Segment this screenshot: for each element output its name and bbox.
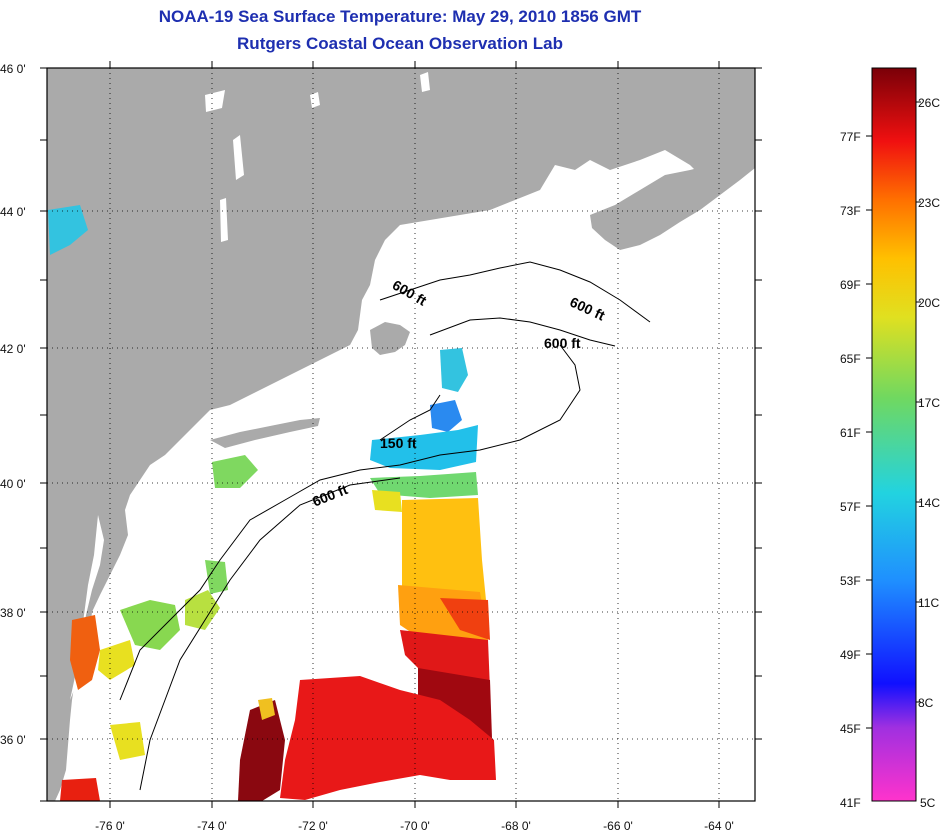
colorbar-c-label: 23C	[918, 196, 940, 210]
colorbar-gradient	[871, 67, 917, 802]
colorbar-c-label: 5C	[920, 796, 936, 810]
land-nova-scotia	[590, 140, 755, 250]
map-area	[47, 68, 755, 801]
latitude-axis	[40, 67, 762, 802]
lat-tick-label: 46 0'	[0, 62, 26, 76]
land-long-island	[210, 418, 320, 448]
colorbar-f-label: 49F	[840, 648, 861, 662]
colorbar-c-label: 8C	[918, 696, 934, 710]
colorbar-c-label: 14C	[918, 496, 940, 510]
map-subtitle: Rutgers Coastal Ocean Observation Lab	[237, 34, 563, 53]
colorbar	[866, 67, 921, 802]
chesapeake-bay	[70, 515, 104, 700]
colorbar-f-label: 57F	[840, 500, 861, 514]
lon-tick-label: -64 0'	[704, 819, 734, 833]
graticule	[47, 68, 755, 801]
colorbar-f-label: 69F	[840, 278, 861, 292]
lat-tick-label: 36 0'	[0, 733, 26, 747]
colorbar-c-label: 17C	[918, 396, 940, 410]
lat-tick-label: 40 0'	[0, 477, 26, 491]
colorbar-c-label: 11C	[918, 596, 939, 610]
lon-tick-label: -68 0'	[501, 819, 531, 833]
colorbar-f-label: 73F	[840, 204, 861, 218]
colorbar-f-label: 41F	[840, 796, 861, 810]
land-mainland	[47, 68, 755, 801]
lon-tick-label: -66 0'	[603, 819, 633, 833]
map-frame	[46, 67, 756, 802]
colorbar-f-label: 65F	[840, 352, 861, 366]
lat-tick-label: 44 0'	[0, 205, 26, 219]
contour-label: 600 ft	[544, 335, 581, 351]
bathymetry-contours	[119, 261, 651, 791]
lon-tick-label: -76 0'	[95, 819, 125, 833]
lon-tick-label: -74 0'	[197, 819, 227, 833]
sst-data	[48, 205, 496, 801]
lon-tick-label: -70 0'	[400, 819, 430, 833]
lon-tick-label: -72 0'	[298, 819, 328, 833]
lat-tick-label: 38 0'	[0, 606, 26, 620]
colorbar-c-label: 20C	[918, 296, 940, 310]
colorbar-f-label: 45F	[840, 722, 861, 736]
colorbar-f-label: 53F	[840, 574, 861, 588]
colorbar-c-label: 26C	[918, 96, 940, 110]
lat-tick-label: 42 0'	[0, 342, 26, 356]
colorbar-f-label: 61F	[840, 426, 861, 440]
contour-label: 150 ft	[380, 435, 417, 451]
land-cape-cod	[370, 322, 410, 355]
map-title: NOAA-19 Sea Surface Temperature: May 29,…	[158, 7, 642, 26]
colorbar-f-label: 77F	[840, 130, 861, 144]
longitude-axis	[109, 61, 720, 808]
